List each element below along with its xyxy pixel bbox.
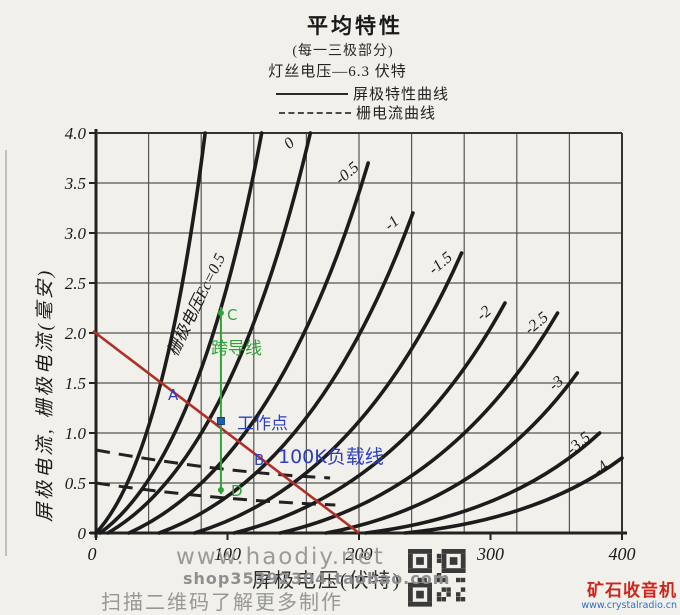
- qr-module: [446, 587, 451, 592]
- legend-solid-line-sample: [276, 92, 348, 95]
- plate-curve: [324, 371, 580, 535]
- legend-row-plate-curves: 屏极特性曲线: [276, 83, 449, 104]
- qr-module: [417, 577, 423, 583]
- legend-dashed-line-sample: [279, 111, 351, 114]
- qr-module: [460, 577, 466, 583]
- qr-module: [436, 553, 442, 559]
- qr-module: [436, 592, 442, 597]
- qr-module: [456, 592, 461, 597]
- crystalradio-logo: 矿石收音机 www.crystalradio.cn: [581, 582, 677, 611]
- y-tick-label: 3.5: [64, 174, 86, 193]
- plate-curve: [192, 251, 464, 535]
- qr-module: [408, 582, 432, 588]
- chart-subtitle: (每一三极部分): [292, 44, 394, 59]
- qr-module: [422, 577, 427, 583]
- legend-plate-curves-label: 屏极特性曲线: [353, 87, 450, 103]
- y-axis-title: 屏极电流, 栅极电流(毫安): [35, 267, 56, 522]
- qr-module: [456, 577, 461, 583]
- y-tick-label: 0.5: [65, 474, 86, 493]
- qr-module: [408, 549, 432, 554]
- qr-module: [416, 590, 424, 599]
- plate-curve: [157, 211, 415, 535]
- crystalradio-site-url: www.crystalradio.cn: [581, 600, 677, 611]
- plate-curve-label: -2: [474, 303, 495, 325]
- qr-module: [441, 549, 466, 554]
- transconductance-line-label: 跨导线: [211, 339, 262, 359]
- qr-module: [441, 597, 447, 602]
- operating-point-marker: [216, 417, 225, 425]
- qr-module: [460, 597, 466, 602]
- watermark-qr-caption: 扫描二维码了解更多制作: [101, 590, 343, 614]
- plate-curve-label: -1: [381, 213, 402, 235]
- qr-module: [408, 553, 413, 569]
- x-tick-label: 100: [214, 544, 241, 564]
- operating-point-label: 工作点: [237, 414, 288, 434]
- qr-module: [436, 558, 442, 564]
- watermark-haodiy-url: www.haodiy.net: [176, 544, 385, 570]
- filament-voltage-note: 灯丝电压—6.3 伏特: [268, 64, 407, 80]
- qr-module: [456, 597, 461, 602]
- x-tick-label: 400: [609, 544, 636, 564]
- watermark-taobao-shop: shop35392304.taobao.com: [183, 569, 451, 588]
- load-line-label: 100K负载线: [278, 446, 384, 468]
- qr-module: [436, 573, 442, 578]
- qr-module: [427, 553, 432, 569]
- point-a-label: A: [168, 386, 179, 404]
- plate-curve: [232, 301, 507, 535]
- qr-module: [427, 587, 432, 602]
- plate-curve: [403, 456, 624, 535]
- y-tick-label: 4.0: [65, 124, 87, 143]
- legend-row-grid-current: 栅电流曲线: [279, 102, 436, 123]
- qr-module: [408, 568, 432, 573]
- qr-module: [408, 601, 432, 607]
- point-c-label: C: [227, 306, 238, 324]
- x-tick-label: 0: [88, 544, 97, 564]
- plate-curve: [127, 161, 371, 535]
- plate-curve: [363, 431, 602, 535]
- legend-grid-current-label: 栅电流曲线: [356, 106, 437, 122]
- y-tick-label: 3.0: [64, 224, 87, 243]
- y-tick-label: 2.5: [65, 274, 86, 293]
- x-axis-title: 屏极电压(伏特): [252, 570, 402, 592]
- y-tick-label: 2.0: [65, 324, 87, 343]
- qr-module: [416, 557, 424, 565]
- qr-module: [441, 568, 466, 573]
- y-tick-label: 1.0: [65, 424, 87, 443]
- chart-title: 平均特性: [307, 14, 403, 38]
- x-tick-label: 300: [476, 544, 504, 564]
- plate-curve: [278, 311, 560, 535]
- qr-module: [446, 592, 451, 597]
- y-tick-label: 1.5: [65, 374, 86, 393]
- plate-curve: [94, 131, 207, 535]
- crystalradio-site-name: 矿石收音机: [587, 581, 677, 601]
- qr-module: [436, 597, 442, 602]
- qr-module: [449, 557, 458, 565]
- plate-curve: [98, 131, 264, 535]
- point-b-label: B: [254, 451, 265, 469]
- qr-module: [441, 553, 447, 569]
- plate-curve-label: -0.5: [332, 159, 362, 188]
- qr-code: [408, 549, 466, 607]
- point-d-label: D: [231, 482, 243, 500]
- plate-curve-label: -2.5: [522, 309, 552, 338]
- qr-module: [408, 587, 413, 602]
- plate-curve-label: 0: [281, 134, 298, 152]
- qr-module: [441, 587, 447, 592]
- qr-module: [441, 577, 447, 583]
- qr-module: [460, 587, 466, 592]
- point-d-marker: [217, 487, 224, 493]
- y-tick-label: 0: [78, 524, 87, 543]
- x-tick-label: 200: [346, 544, 373, 564]
- qr-module: [436, 577, 442, 583]
- load-line: [92, 329, 360, 535]
- qr-module: [460, 553, 466, 569]
- point-c-marker: [217, 310, 224, 316]
